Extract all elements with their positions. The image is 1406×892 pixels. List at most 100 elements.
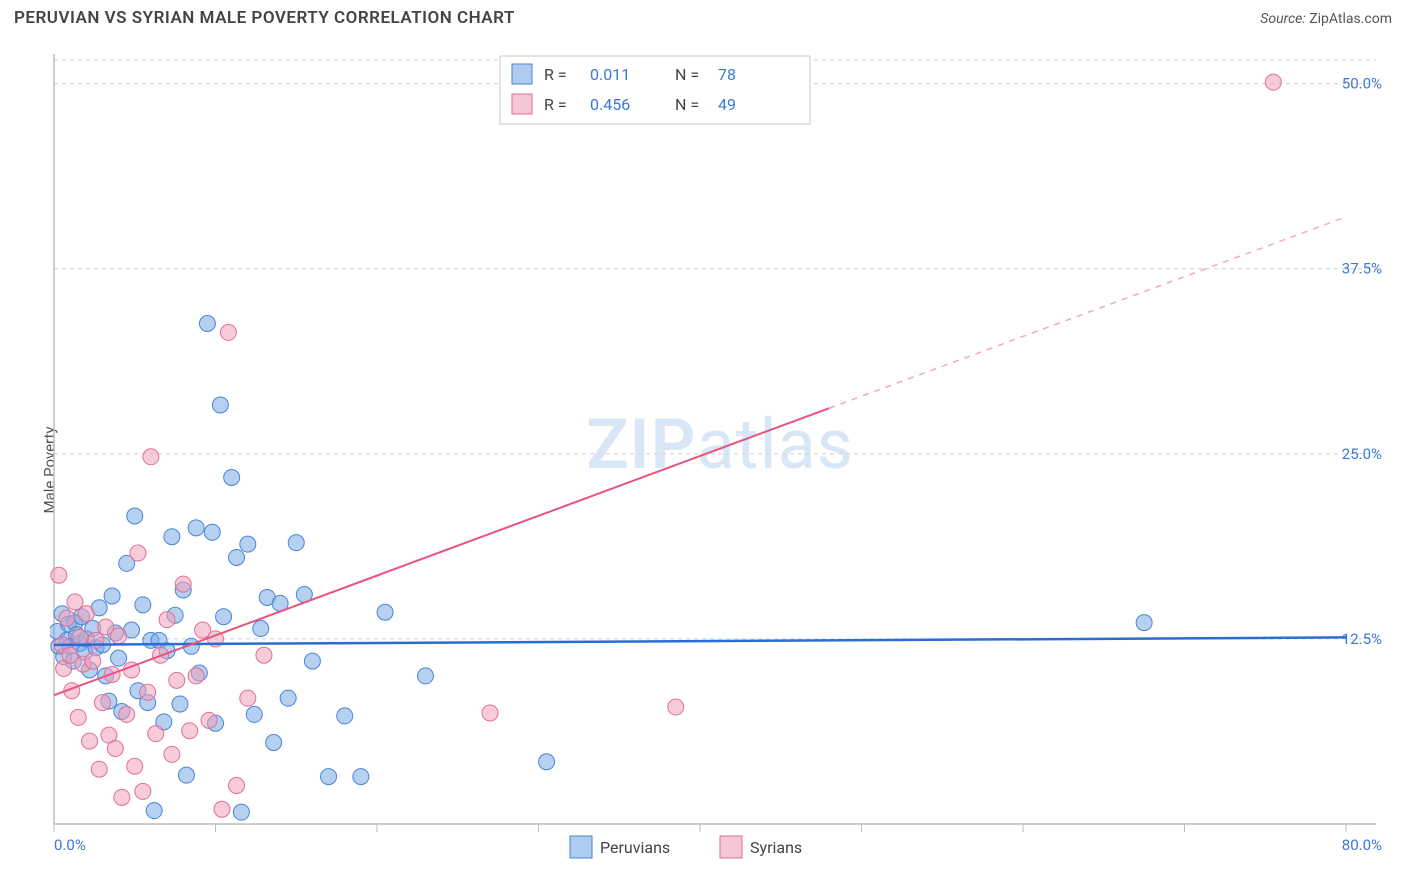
data-point [256, 647, 272, 663]
data-point [220, 324, 236, 340]
y-tick-labels: 12.5% 25.0% 37.5% 50.0% [1342, 75, 1382, 648]
data-point [114, 789, 130, 805]
data-point [668, 699, 684, 715]
data-point [104, 588, 120, 604]
trend-line-syrians [54, 408, 829, 695]
data-point [175, 576, 191, 592]
legend-swatch [512, 94, 532, 114]
data-point [353, 769, 369, 785]
data-point [539, 754, 555, 770]
data-point [135, 783, 151, 799]
data-point [70, 709, 86, 725]
source-value: ZipAtlas.com [1309, 11, 1392, 27]
data-point [140, 684, 156, 700]
trend-line-syrians-extrapolated [829, 217, 1346, 408]
source-label: Source: [1260, 11, 1305, 27]
data-point [321, 769, 337, 785]
data-point [148, 726, 164, 742]
chart-source: Source: ZipAtlas.com [1260, 11, 1392, 27]
data-point [127, 508, 143, 524]
y-tick-label: 12.5% [1342, 630, 1382, 648]
data-point [111, 650, 127, 666]
data-point [280, 690, 296, 706]
watermark: ZIPatlas [586, 404, 854, 486]
data-point [204, 524, 220, 540]
chart-title: PERUVIAN VS SYRIAN MALE POVERTY CORRELAT… [14, 8, 515, 28]
x-tick-label: 0.0% [54, 836, 86, 854]
legend-swatch [512, 64, 532, 84]
data-point [1265, 74, 1281, 90]
legend-n-label: N = [675, 95, 699, 114]
data-point [51, 567, 67, 583]
legend-series-label: Peruvians [600, 838, 670, 857]
data-point [178, 767, 194, 783]
data-point [88, 632, 104, 648]
data-point [91, 761, 107, 777]
data-point [482, 705, 498, 721]
data-point [228, 549, 244, 565]
data-point [417, 668, 433, 684]
data-point [288, 535, 304, 551]
data-point [119, 706, 135, 722]
chart-header: PERUVIAN VS SYRIAN MALE POVERTY CORRELAT… [14, 8, 1392, 28]
data-point [212, 397, 228, 413]
legend-r-value: 0.456 [590, 95, 630, 114]
data-point [1136, 615, 1152, 631]
data-point [59, 610, 75, 626]
series-legend: Peruvians Syrians [570, 836, 802, 858]
data-point [169, 672, 185, 688]
data-point [143, 449, 159, 465]
legend-r-label: R = [544, 95, 567, 114]
data-point [224, 470, 240, 486]
legend-n-label: N = [675, 65, 699, 84]
data-point [78, 606, 94, 622]
y-tick-label: 25.0% [1342, 445, 1382, 463]
legend-series-label: Syrians [750, 838, 802, 857]
legend-n-value: 78 [718, 65, 736, 84]
y-tick-label: 37.5% [1342, 260, 1382, 278]
data-point [85, 653, 101, 669]
legend-swatch [720, 836, 742, 858]
data-point [199, 316, 215, 332]
data-point [246, 706, 262, 722]
y-tick-label: 50.0% [1342, 75, 1382, 93]
legend-n-value: 49 [718, 95, 736, 114]
data-point [228, 778, 244, 794]
data-point [240, 690, 256, 706]
chart-area: Male Poverty ZIPatlas R =0.011N =78R =0.… [0, 48, 1406, 892]
data-point [188, 520, 204, 536]
data-point [164, 746, 180, 762]
data-point [188, 668, 204, 684]
data-point [127, 758, 143, 774]
data-point [72, 629, 88, 645]
data-point [130, 545, 146, 561]
data-point [82, 733, 98, 749]
data-point [94, 695, 110, 711]
x-tick-label: 80.0% [1342, 836, 1382, 854]
data-point [240, 536, 256, 552]
data-point [337, 708, 353, 724]
data-point [266, 735, 282, 751]
stats-legend: R = 0.011 N = 78 R = 0.456 N = 49 [500, 56, 810, 124]
data-point [201, 712, 217, 728]
data-point [107, 740, 123, 756]
x-tick-labels: 0.0% 80.0% [54, 836, 1382, 854]
data-point [146, 803, 162, 819]
gridlines [54, 60, 1376, 639]
legend-r-label: R = [544, 65, 567, 84]
data-point [182, 723, 198, 739]
data-point [135, 597, 151, 613]
data-point [377, 604, 393, 620]
data-point [253, 621, 269, 637]
data-point [304, 653, 320, 669]
data-point [233, 804, 249, 820]
data-point [164, 529, 180, 545]
legend-r-value: 0.011 [590, 65, 630, 84]
scatter-plot: ZIPatlas R = 0.011 N = 78 R = 0.456 N = 49 12.5… [50, 48, 1390, 868]
data-point [216, 609, 232, 625]
legend-swatch [570, 836, 592, 858]
data-point [214, 801, 230, 817]
data-point [172, 696, 188, 712]
data-point [159, 612, 175, 628]
data-point [111, 628, 127, 644]
